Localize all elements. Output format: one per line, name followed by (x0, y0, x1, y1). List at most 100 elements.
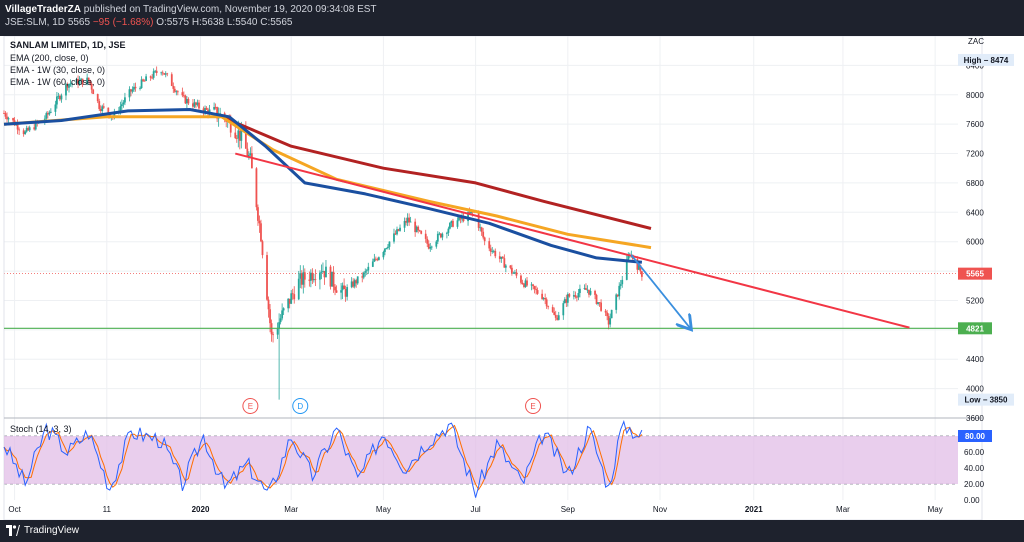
candle-body[interactable] (303, 272, 306, 280)
candle-body[interactable] (417, 226, 420, 231)
candle-body[interactable] (553, 312, 556, 315)
candle-body[interactable] (122, 102, 125, 105)
candle-body[interactable] (545, 299, 548, 307)
candle-body[interactable] (382, 251, 385, 258)
candle-body[interactable] (213, 106, 216, 110)
candle-body[interactable] (164, 73, 167, 75)
candle-body[interactable] (175, 91, 178, 93)
candle-body[interactable] (184, 95, 187, 104)
candle-body[interactable] (282, 308, 285, 311)
trendline[interactable] (235, 152, 910, 329)
candle-body[interactable] (291, 293, 294, 295)
candle-body[interactable] (501, 256, 504, 259)
candle-body[interactable] (533, 286, 536, 290)
candle-body[interactable] (34, 121, 37, 130)
candle-body[interactable] (216, 107, 219, 119)
candle-body[interactable] (193, 102, 196, 107)
candle-body[interactable] (134, 86, 137, 89)
candle-body[interactable] (610, 309, 613, 319)
candle-body[interactable] (459, 216, 462, 220)
candle-body[interactable] (594, 290, 596, 295)
candle-body[interactable] (281, 310, 284, 319)
candle-body[interactable] (260, 223, 262, 242)
candle-body[interactable] (619, 284, 622, 286)
candle-body[interactable] (510, 267, 513, 274)
candle-body[interactable] (155, 70, 158, 74)
candle-body[interactable] (89, 80, 92, 84)
candle-body[interactable] (198, 102, 200, 109)
candle-body[interactable] (408, 217, 411, 223)
candle-body[interactable] (557, 315, 560, 320)
candle-body[interactable] (535, 289, 537, 291)
candle-body[interactable] (266, 255, 268, 300)
candle-body[interactable] (488, 241, 491, 249)
candle-body[interactable] (544, 297, 547, 300)
candle-body[interactable] (235, 138, 238, 139)
candle-body[interactable] (170, 74, 173, 86)
candle-body[interactable] (204, 108, 206, 113)
candle-body[interactable] (458, 216, 460, 221)
candle-body[interactable] (436, 233, 439, 242)
candle-body[interactable] (99, 108, 102, 111)
candle-body[interactable] (65, 84, 67, 96)
candle-body[interactable] (145, 76, 147, 81)
candle-body[interactable] (616, 294, 619, 297)
candle-body[interactable] (524, 280, 527, 287)
candle-body[interactable] (54, 104, 57, 112)
candle-body[interactable] (503, 258, 506, 268)
candle-body[interactable] (4, 113, 7, 117)
candle-body[interactable] (362, 272, 365, 278)
candle-body[interactable] (334, 286, 336, 291)
candle-body[interactable] (394, 233, 397, 235)
tradingview-brand[interactable]: TradingView (24, 525, 80, 536)
candle-body[interactable] (90, 83, 93, 90)
candle-body[interactable] (397, 229, 400, 231)
candle-body[interactable] (621, 279, 624, 285)
candle-body[interactable] (133, 86, 135, 90)
candle-body[interactable] (60, 95, 63, 100)
candle-body[interactable] (45, 113, 48, 119)
candle-body[interactable] (494, 250, 497, 257)
candle-body[interactable] (607, 316, 610, 325)
tradingview-logo-icon[interactable] (6, 525, 20, 536)
candle-body[interactable] (272, 334, 274, 336)
candle-body[interactable] (420, 230, 423, 234)
candle-body[interactable] (492, 250, 495, 252)
candle-body[interactable] (373, 258, 376, 262)
candle-body[interactable] (214, 106, 217, 108)
candle-body[interactable] (482, 231, 485, 238)
candle-body[interactable] (479, 227, 482, 229)
candle-body[interactable] (181, 92, 184, 96)
candle-body[interactable] (441, 233, 444, 238)
candle-body[interactable] (22, 130, 25, 135)
candle-body[interactable] (406, 217, 409, 223)
candle-body[interactable] (229, 119, 232, 133)
candle-body[interactable] (556, 317, 559, 320)
candle-body[interactable] (542, 297, 545, 299)
candle-body[interactable] (371, 261, 374, 267)
candle-body[interactable] (319, 272, 321, 280)
candle-body[interactable] (107, 107, 110, 115)
candle-body[interactable] (414, 221, 417, 233)
candle-body[interactable] (297, 278, 300, 300)
candle-body[interactable] (98, 101, 101, 109)
candle-body[interactable] (323, 270, 326, 278)
candle-body[interactable] (335, 290, 338, 293)
candle-body[interactable] (595, 294, 598, 304)
candle-body[interactable] (320, 271, 323, 273)
candle-body[interactable] (119, 106, 122, 112)
candle-body[interactable] (430, 246, 433, 248)
candle-body[interactable] (142, 79, 144, 81)
candle-body[interactable] (71, 83, 73, 85)
candle-body[interactable] (163, 73, 166, 75)
candle-body[interactable] (353, 280, 356, 287)
candle-body[interactable] (151, 77, 154, 79)
candle-body[interactable] (523, 284, 525, 287)
candle-body[interactable] (96, 94, 99, 102)
candle-body[interactable] (25, 127, 28, 132)
candle-body[interactable] (300, 273, 303, 285)
candle-body[interactable] (80, 78, 82, 81)
projection-arrow[interactable] (630, 254, 690, 328)
candle-body[interactable] (196, 102, 199, 105)
candle-body[interactable] (399, 227, 401, 231)
